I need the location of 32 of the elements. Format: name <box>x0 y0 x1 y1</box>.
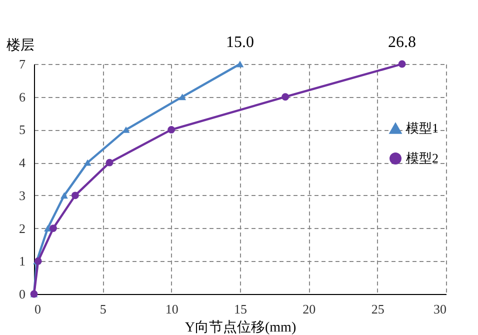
y-tick-label: 7 <box>19 56 26 72</box>
y-tick-label: 5 <box>19 122 26 138</box>
y-axis-title: 楼层 <box>6 38 34 54</box>
x-tick-label: 10 <box>165 302 178 316</box>
y-tick-label: 1 <box>19 254 26 269</box>
x-tick-label: 20 <box>302 302 316 316</box>
x-tick-label: 15 <box>234 302 247 316</box>
point <box>50 224 57 232</box>
y-tick-label: 6 <box>19 89 26 104</box>
point <box>178 94 186 100</box>
point <box>106 158 114 166</box>
y-tick-label: 2 <box>19 220 26 236</box>
point <box>236 60 244 68</box>
point <box>398 60 406 68</box>
x-tick-label: 0 <box>34 302 41 316</box>
x-axis-title: Y向节点位移(mm) <box>184 320 296 335</box>
point <box>282 93 290 101</box>
legend-label: 模型2 <box>406 150 438 166</box>
x-tick-label: 5 <box>100 302 106 316</box>
x-tick-label: 30 <box>434 302 446 316</box>
point <box>168 126 176 134</box>
point <box>71 192 79 200</box>
y-tick-label: 3 <box>19 188 26 203</box>
annotation: 15.0 <box>226 34 254 51</box>
x-tick-label: 25 <box>371 302 384 316</box>
y-tick-label: 0 <box>19 286 26 302</box>
point <box>84 159 92 166</box>
point <box>60 192 68 199</box>
annotation: 26.8 <box>388 34 416 51</box>
legend-label: 模型1 <box>406 120 438 136</box>
y-tick-label: 4 <box>19 155 26 170</box>
point <box>44 225 52 232</box>
